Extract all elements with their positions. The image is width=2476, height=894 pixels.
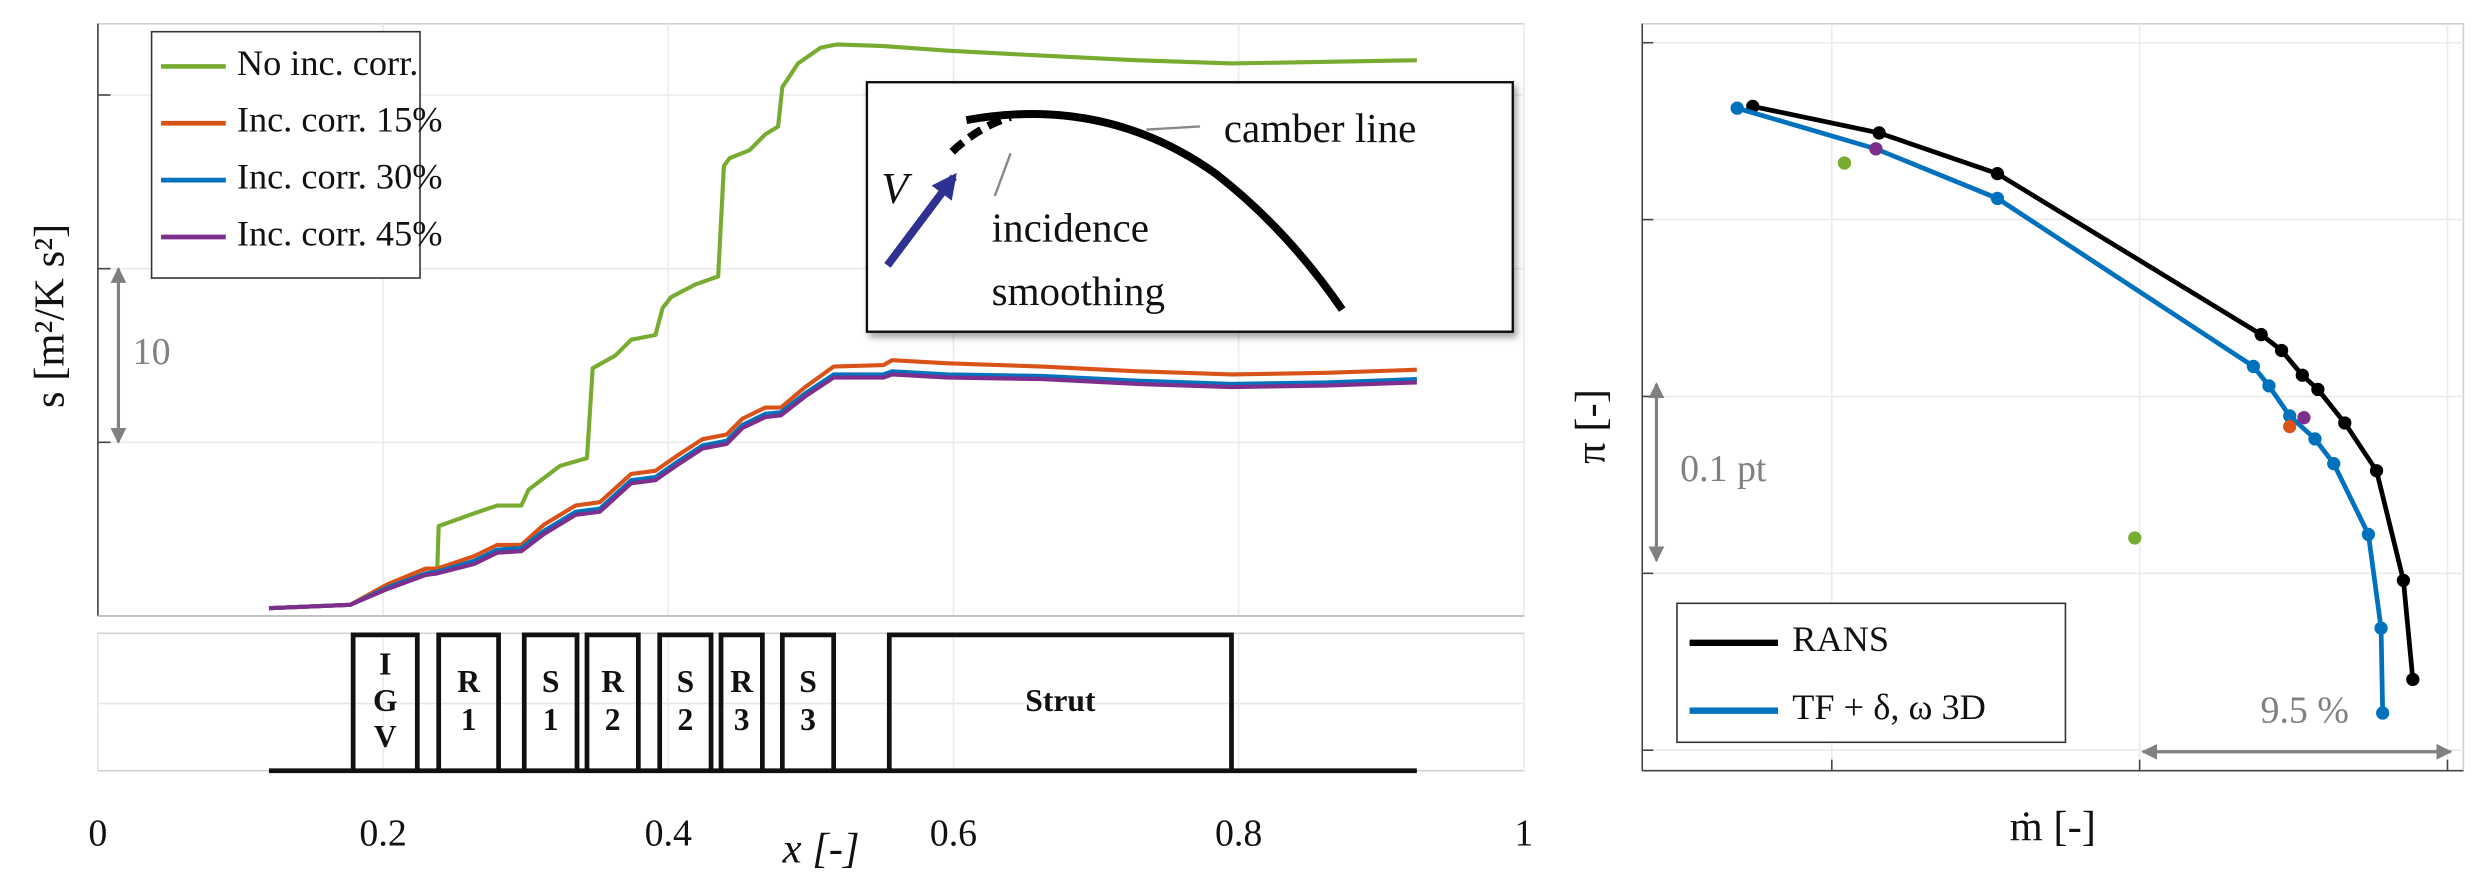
point: [1990, 191, 2005, 206]
point: [1837, 156, 1852, 170]
line-series: [268, 369, 1417, 611]
blade-row: [718, 632, 765, 771]
legend-label: RANS: [1792, 619, 1889, 659]
blade-label: G: [373, 683, 398, 718]
x-tick-label: 0: [88, 813, 107, 855]
blade-label: 3: [800, 702, 816, 737]
blade-label: Strut: [1025, 683, 1096, 718]
point: [1990, 166, 2005, 181]
legend-label: Inc. corr. 45%: [237, 213, 443, 253]
blade-label: S: [542, 664, 560, 699]
incidence-label: incidence: [992, 205, 1149, 251]
point: [2361, 527, 2376, 542]
point: [2254, 327, 2268, 342]
blade-label: 2: [677, 702, 693, 737]
camber-label: camber line: [1224, 105, 1417, 151]
blade-row: [584, 632, 641, 771]
blade-label: S: [799, 664, 817, 699]
incidence-leader: [993, 152, 1012, 197]
point: [2283, 419, 2297, 434]
point: [2308, 432, 2322, 446]
blade-label: 1: [461, 702, 477, 737]
point: [2406, 672, 2420, 687]
blade-label: 1: [543, 702, 559, 737]
camber-line: [965, 110, 1346, 312]
x-axis-label: x [-]: [782, 826, 860, 873]
line-series: [268, 42, 1417, 611]
blade-row: [886, 632, 1234, 771]
x-axis-label: ṁ [-]: [2010, 803, 2096, 850]
y-axis-label: s [m²/K s²]: [26, 224, 73, 408]
scale-bar-label: 10: [133, 331, 171, 373]
point: [2246, 359, 2261, 374]
legend-label: TF + δ, ω 3D: [1792, 687, 1986, 727]
x-tick-label: 0.2: [359, 813, 406, 855]
point: [2297, 411, 2311, 425]
blade-label: R: [601, 664, 625, 699]
legend-label: No inc. corr.: [237, 43, 418, 83]
blade-label: R: [730, 664, 754, 699]
point: [2376, 706, 2390, 720]
blade-row: [350, 632, 420, 771]
point: [2396, 573, 2411, 588]
x-tick-label: 0.6: [930, 813, 977, 855]
point: [2262, 379, 2276, 393]
legend-box: [1676, 602, 2067, 744]
incidence-label: smoothing: [992, 268, 1165, 314]
x-tick-label: 0.8: [1215, 813, 1262, 855]
incidence-dashed: [949, 113, 1012, 155]
blade-row: [657, 632, 714, 771]
y-axis-label: π [-]: [1568, 389, 1615, 464]
point: [2274, 343, 2289, 358]
velocity-arrow: [884, 172, 957, 268]
point: [2327, 457, 2341, 471]
blade-row: [521, 632, 580, 771]
blade-row: [436, 632, 501, 771]
point: [2338, 416, 2352, 430]
point: [1730, 101, 1744, 115]
x-tick-label: 1: [1514, 813, 1533, 855]
point: [2283, 409, 2297, 423]
blade-label: I: [379, 647, 391, 682]
camber-leader: [1146, 125, 1201, 131]
point: [1872, 126, 1886, 140]
x-tick-label: 0.4: [645, 813, 692, 855]
point: [2374, 621, 2388, 635]
blade-label: 2: [605, 702, 621, 737]
point: [2369, 464, 2384, 478]
point: [1869, 142, 1883, 156]
inset-box: [865, 81, 1514, 333]
legend-label: Inc. corr. 15%: [237, 100, 443, 140]
line-series: [268, 372, 1417, 611]
blade-label: V: [374, 719, 397, 754]
legend-label: Inc. corr. 30%: [237, 156, 443, 196]
point: [2311, 382, 2325, 397]
blade-row: [779, 632, 837, 771]
velocity-label: V: [881, 164, 913, 213]
blade-label: 3: [734, 702, 750, 737]
blade-label: S: [677, 664, 695, 699]
point: [2128, 531, 2142, 545]
point: [2295, 368, 2309, 382]
blade-label: R: [457, 664, 481, 699]
scale-bar-label: 9.5 %: [2261, 690, 2349, 732]
scale-bar-label: 0.1 pt: [1680, 448, 1767, 490]
line-series: [268, 358, 1417, 611]
